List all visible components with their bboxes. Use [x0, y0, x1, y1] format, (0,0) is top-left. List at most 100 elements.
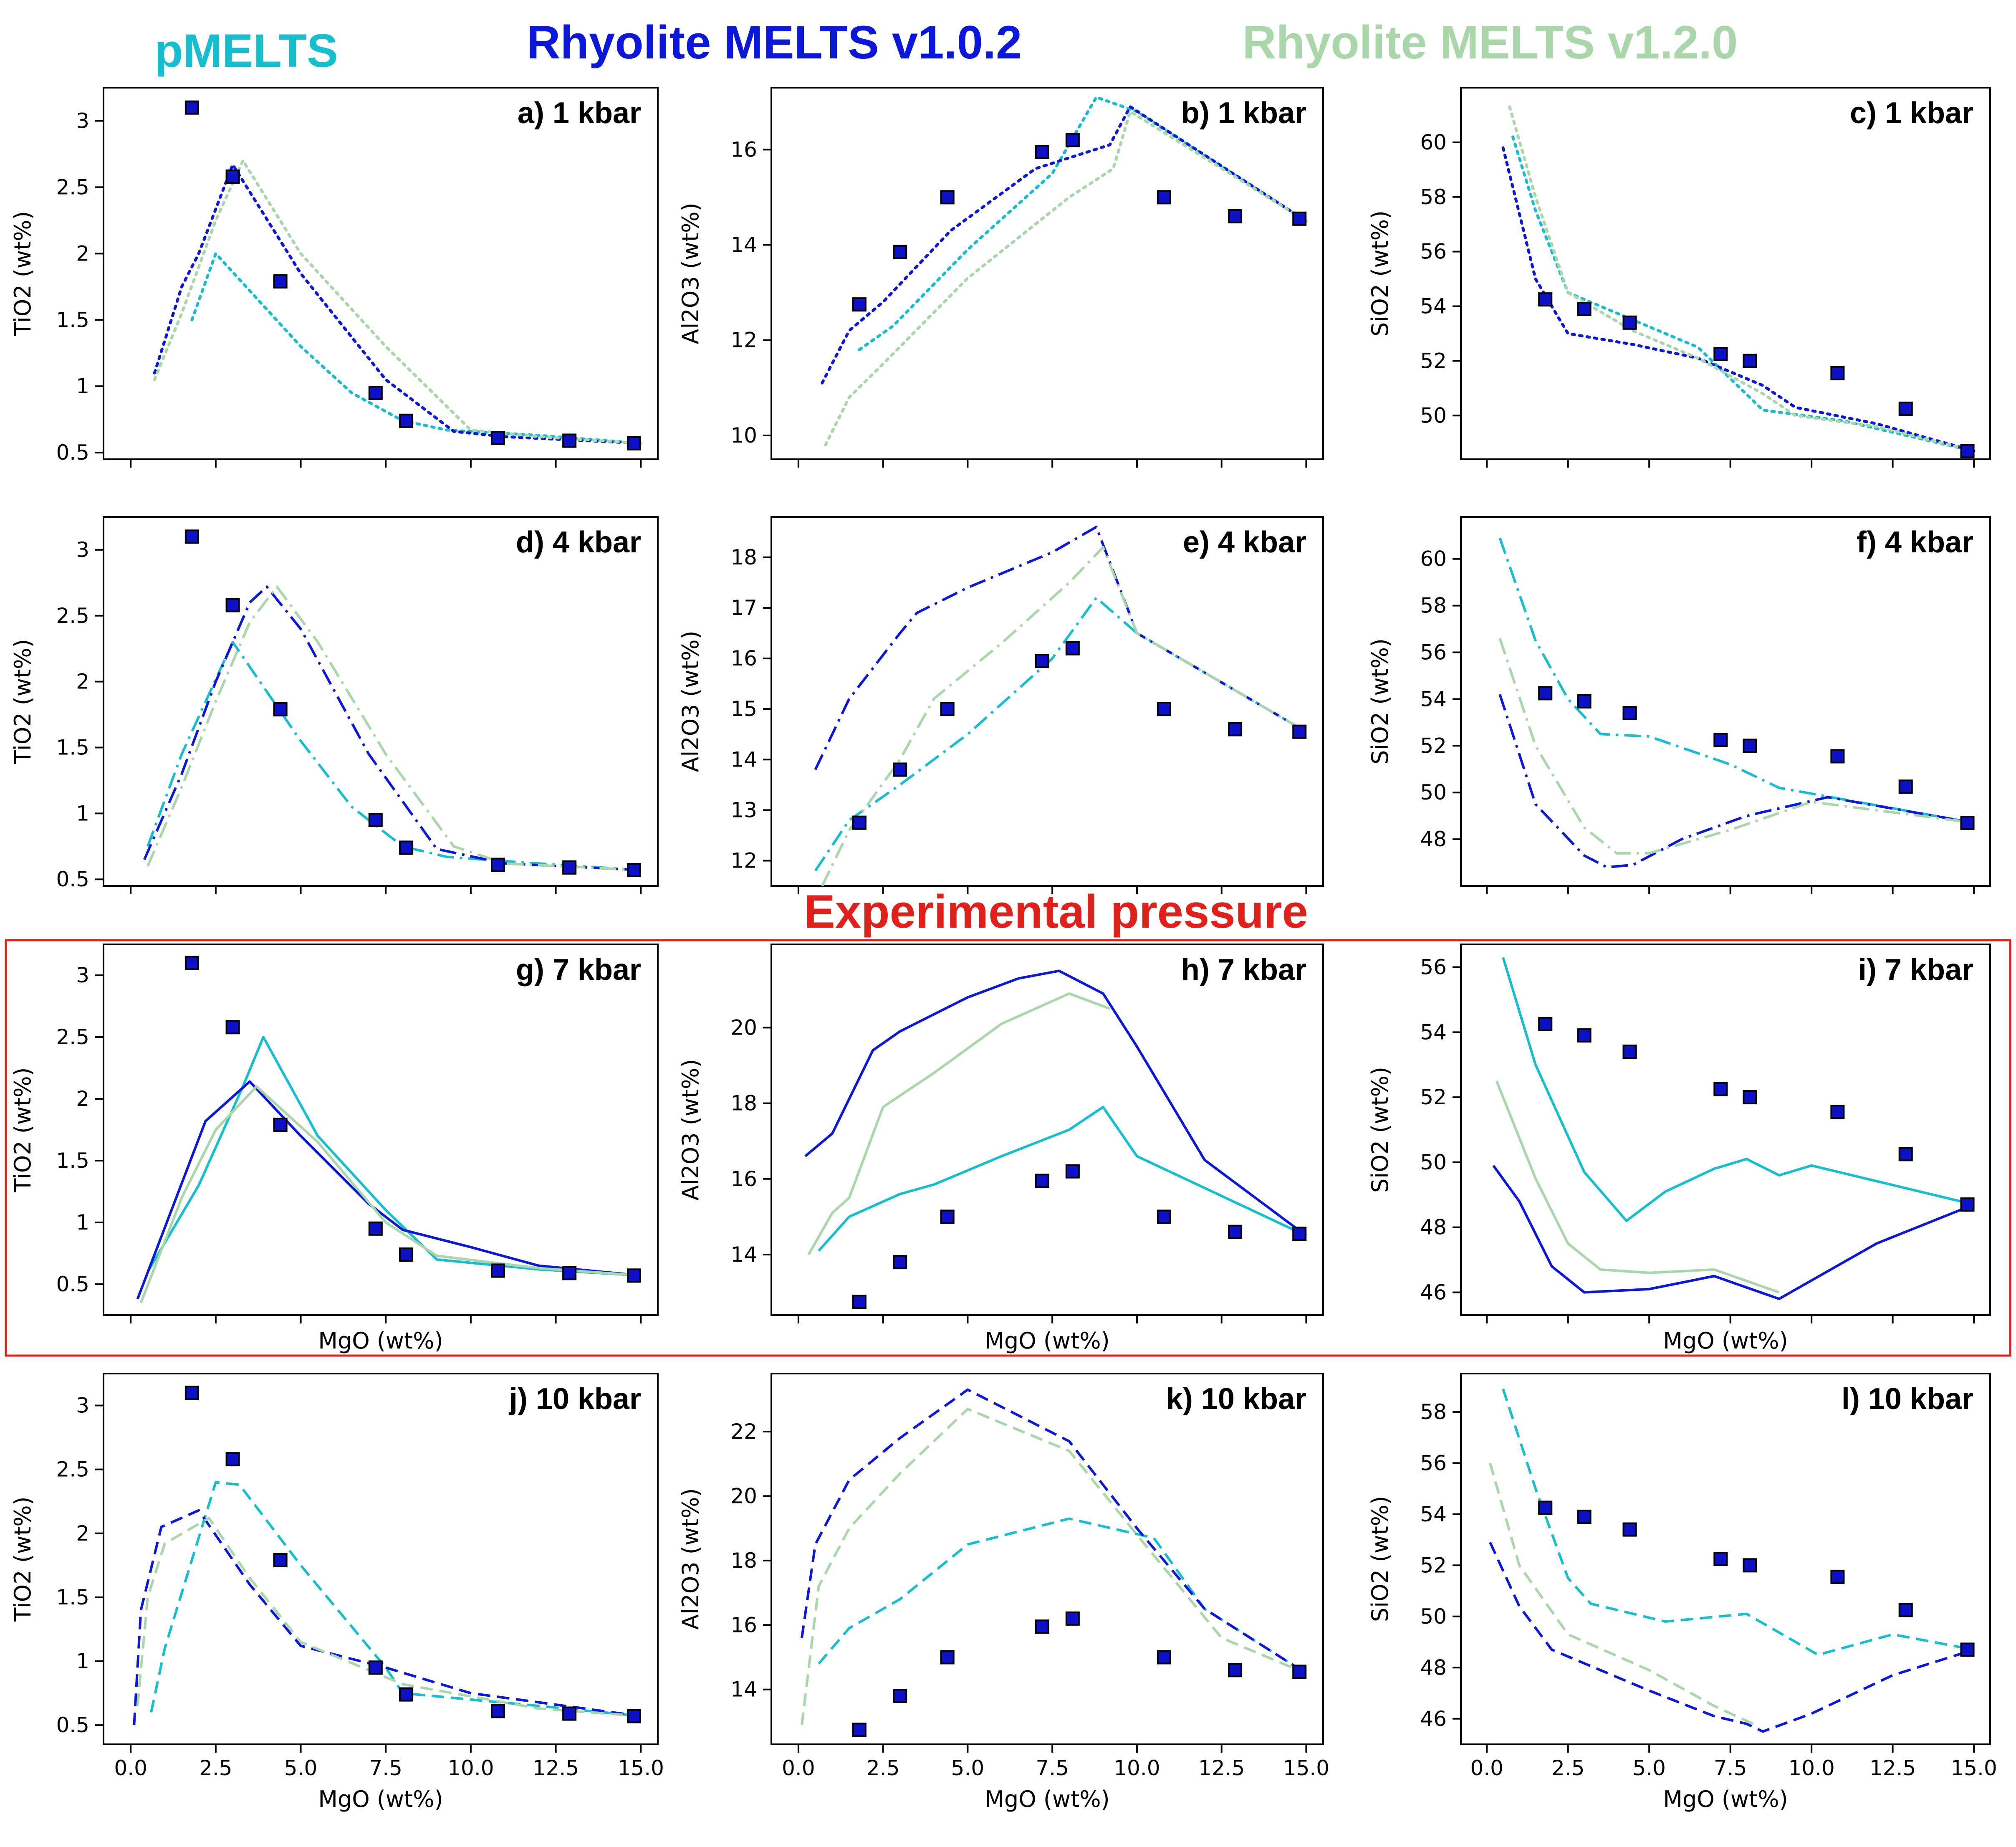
plot-area-b	[821, 96, 1308, 447]
xlabel-j: MgO (wt%)	[318, 1786, 443, 1812]
panel-title-a: a) 1 kbar	[518, 96, 641, 130]
axes-frame-h	[771, 944, 1324, 1316]
data-marker	[562, 860, 577, 875]
series-line-rm120	[1489, 1462, 1754, 1725]
data-marker	[491, 1263, 505, 1278]
ytick-label: 18	[730, 545, 757, 569]
subplot-b: 10 12 14 16 Al2O3 (wt%) b) 1 kbar	[677, 87, 1324, 468]
ytick-label: 22	[730, 1419, 757, 1444]
ylabel-d: TiO2 (wt%)	[10, 639, 36, 764]
data-marker	[1830, 366, 1845, 380]
header-rhyolite-melts-v102: Rhyolite MELTS v1.0.2	[527, 16, 1022, 68]
plot-area-e	[814, 526, 1307, 886]
data-marker	[562, 1706, 577, 1721]
ylabel-c: SiO2 (wt%)	[1367, 210, 1393, 337]
xlabel-k: MgO (wt%)	[985, 1786, 1109, 1812]
data-marker	[225, 1020, 240, 1035]
axes-frame-j	[103, 1373, 659, 1745]
data-marker	[1960, 815, 1975, 830]
axes-frame-i	[1460, 944, 1991, 1316]
data-marker	[273, 1118, 288, 1132]
panel-title-b: b) 1 kbar	[1181, 96, 1306, 130]
ytick-label: 58	[1420, 594, 1447, 618]
series-line-rm120	[153, 159, 642, 445]
data-marker	[1538, 292, 1553, 307]
data-marker	[1898, 1147, 1913, 1161]
subplot-c: 50 52 54 56 58 60 SiO2 (wt%) c) 1 kbar	[1367, 87, 1991, 468]
data-marker	[940, 190, 955, 205]
axes-frame-b	[771, 87, 1324, 460]
series-line-rm120	[824, 110, 1308, 447]
data-marker	[852, 815, 867, 830]
plot-area-c	[1501, 105, 1976, 458]
data-marker	[368, 1660, 383, 1675]
subplot-i: 46 48 50 52 54 56 SiO2 (wt%) MgO (wt%) i) 7 kbar	[1367, 944, 1991, 1354]
panel-title-d: d) 4 kbar	[516, 526, 641, 559]
ytick-label: 17	[730, 596, 757, 620]
axes-frame-k	[771, 1373, 1324, 1745]
data-marker	[399, 413, 414, 428]
ytick-label: 50	[1420, 1150, 1447, 1174]
ytick-label: 14	[730, 1677, 757, 1702]
data-marker	[627, 1709, 641, 1723]
data-marker	[1228, 1663, 1243, 1677]
series-line-rm102	[1492, 1164, 1975, 1300]
data-marker	[184, 100, 199, 115]
plot-area-d	[143, 529, 641, 878]
data-marker	[627, 436, 641, 450]
panel-title-e: e) 4 kbar	[1183, 526, 1306, 559]
panel-title-j: j) 10 kbar	[508, 1382, 641, 1416]
xtick-label: 2.5	[867, 1756, 900, 1780]
ytick-label: 52	[1420, 1085, 1447, 1109]
data-marker	[627, 863, 641, 878]
data-marker	[1035, 654, 1049, 668]
data-marker	[1743, 1090, 1757, 1105]
xtick-label: 10.0	[1788, 1756, 1834, 1780]
ylabel-b: Al2O3 (wt%)	[677, 202, 704, 344]
xtick-label: 7.5	[369, 1756, 402, 1780]
ytick-label: 14	[730, 233, 757, 257]
xtick-label: 15.0	[1283, 1756, 1329, 1780]
data-marker	[1622, 706, 1637, 720]
data-marker	[1577, 302, 1592, 316]
ylabel-i: SiO2 (wt%)	[1367, 1067, 1393, 1193]
data-marker	[273, 1553, 288, 1568]
ytick-label: 52	[1420, 349, 1447, 373]
ytick-label: 56	[1420, 240, 1447, 264]
xtick-label: 15.0	[618, 1756, 664, 1780]
data-marker	[368, 386, 383, 400]
series-line-rm102	[804, 969, 1307, 1237]
data-marker	[1743, 1558, 1757, 1573]
data-marker	[368, 1221, 383, 1236]
data-marker	[1830, 1569, 1845, 1584]
data-marker	[893, 1689, 907, 1703]
data-marker	[184, 1385, 199, 1400]
ytick-label: 1.5	[56, 736, 89, 760]
xtick-label: 12.5	[533, 1756, 579, 1780]
data-marker	[184, 529, 199, 544]
series-line-rm120	[821, 546, 1307, 886]
data-marker	[852, 1295, 867, 1309]
ylabel-e: Al2O3 (wt%)	[677, 630, 704, 772]
ytick-label: 46	[1420, 1280, 1447, 1304]
data-marker	[1157, 190, 1171, 205]
xtick-label: 2.5	[199, 1756, 232, 1780]
plot-area-k	[801, 1388, 1307, 1737]
xtick-label: 7.5	[1036, 1756, 1069, 1780]
data-marker	[1743, 354, 1757, 368]
ytick-label: 0.5	[56, 1713, 89, 1737]
series-line-rm120	[801, 1407, 1307, 1726]
ytick-label: 60	[1420, 547, 1447, 571]
ytick-label: 20	[730, 1484, 757, 1508]
ytick-label: 3	[76, 109, 89, 133]
ytick-label: 0.5	[56, 1272, 89, 1296]
data-marker	[1622, 1045, 1637, 1059]
data-marker	[1830, 749, 1845, 764]
data-marker	[1292, 211, 1307, 226]
ytick-label: 14	[730, 747, 757, 772]
axes-frame-d	[103, 516, 659, 887]
series-line-pmelts	[1498, 537, 1974, 824]
xtick-label: 2.5	[1551, 1756, 1585, 1780]
subplot-a: 0.5 1 1.5 2 2.5 3 TiO2 (wt%) a) 1 kbar	[10, 87, 659, 468]
